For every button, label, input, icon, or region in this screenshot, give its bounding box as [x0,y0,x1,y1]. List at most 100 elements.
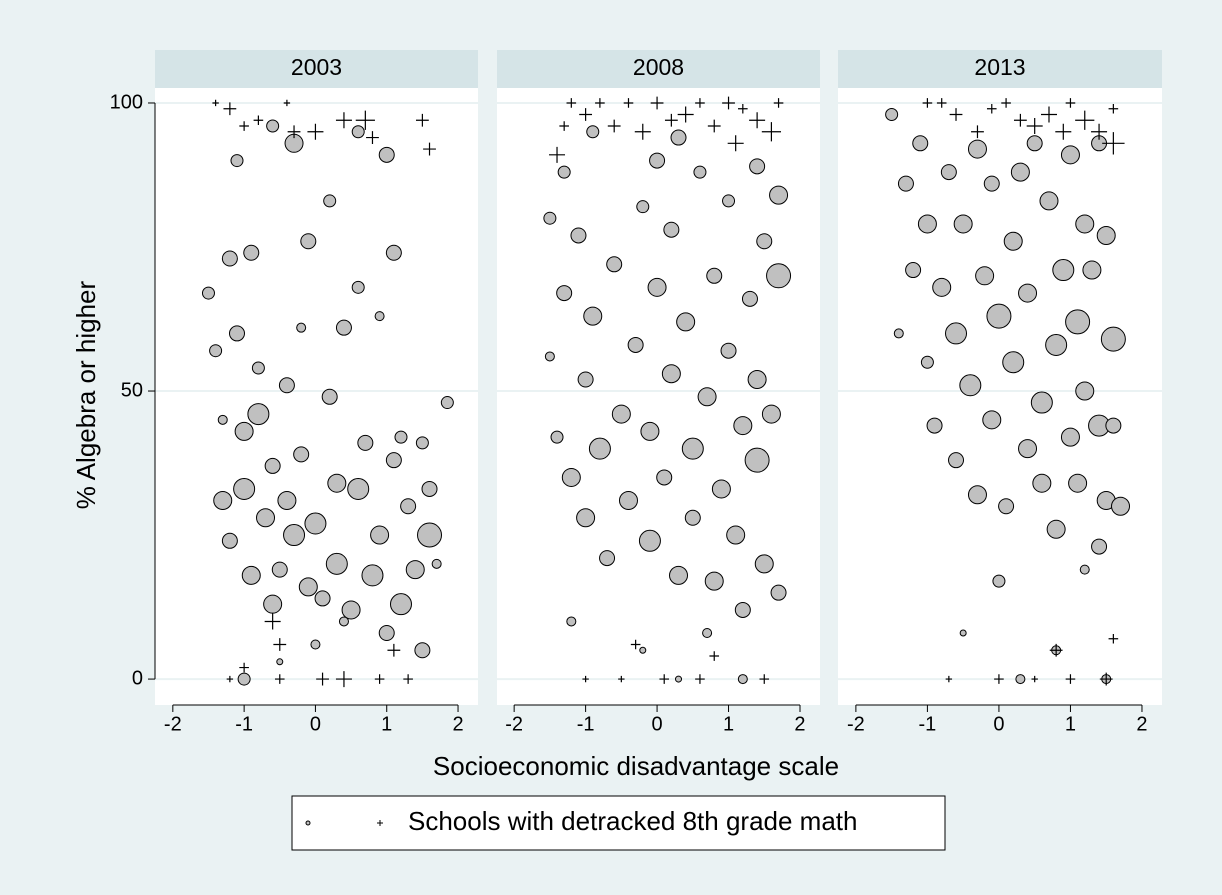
circle-point [217,414,228,425]
circle-point [209,344,223,358]
circle-point [959,629,967,637]
y-axis-title: % Algebra or higher [71,280,101,509]
circle-point [940,164,957,181]
x-tick-label: 2 [794,713,805,735]
circle-point [385,244,402,261]
circle-point [702,627,713,638]
circle-point [378,146,395,163]
circle-point [1015,674,1026,685]
circle-point [618,490,638,510]
plus-point [1075,110,1095,130]
plus-point [253,115,264,126]
x-tick-label: -1 [577,713,595,735]
strip [155,50,478,88]
circle-point [327,473,347,493]
plus-point [922,98,933,108]
x-tick-label: 1 [381,713,392,735]
circle-point [1030,391,1053,414]
circle-point [213,490,233,510]
circle-point [304,512,327,535]
circle-point [583,306,603,326]
circle-point [300,233,317,250]
circle-point [221,250,238,267]
circle-point [675,675,683,683]
circle-point [684,509,701,526]
circle-point [233,477,256,500]
plus-point [579,108,593,121]
circle-point [747,370,767,390]
circle-point [1079,564,1090,575]
circle-point [201,286,215,300]
legend-symbol [305,820,311,826]
circle-point [325,552,348,575]
circle-point [1100,326,1126,352]
plus-point [223,102,237,116]
plus-point [212,99,219,107]
circle-point [543,211,557,225]
circle-point [905,262,922,279]
plus-point [226,675,234,683]
plus-point [549,146,566,163]
plus-point [582,675,589,683]
circle-point [756,233,773,250]
circle-point [998,498,1015,515]
plus-point [1091,123,1108,140]
circle-point [932,277,952,297]
circle-point [766,263,792,289]
circle-point [638,529,661,552]
circle-point [1068,473,1088,493]
circle-point [744,447,770,473]
circle-point [734,601,751,618]
plus-point [1031,675,1038,683]
x-tick-label: 1 [723,713,734,735]
plus-point [707,119,721,133]
circle-point [417,522,443,548]
circle-point [1010,162,1030,182]
plus-point [264,613,281,630]
plus-point [274,674,285,684]
circle-point [586,125,600,139]
circle-point [1026,135,1043,152]
circle-point [720,342,737,359]
strip [497,50,820,88]
circle-point [266,119,280,133]
circle-point [959,374,982,397]
circle-point [711,479,731,499]
circle-point [885,108,899,122]
circle-point [347,477,370,500]
circle-point [967,139,987,159]
circle-point [1018,283,1038,303]
x-axis-title: Socioeconomic disadvantage scale [433,751,839,781]
circle-point [566,616,577,627]
circle-point [606,256,623,273]
circle-point [237,672,251,686]
circle-point [893,328,904,339]
plus-point [709,651,720,661]
circle-point [1018,439,1038,459]
circle-point [693,165,707,179]
circle-point [263,594,283,614]
circle-point [256,508,276,528]
circle-point [247,403,270,426]
circle-point [341,600,361,620]
circle-point [335,319,352,336]
circle-point [283,524,306,547]
circle-point [1111,496,1131,516]
circle-point [570,227,587,244]
circle-point [221,532,238,549]
circle-point [676,312,696,332]
plus-point [1099,672,1113,686]
plus-point [994,674,1004,684]
circle-point [897,175,914,192]
circle-point [706,267,723,284]
circle-point [1003,231,1023,251]
plus-point [722,96,735,110]
circle-point [440,396,454,410]
plus-point [1065,98,1076,108]
circle-point [670,129,687,146]
plus-point [595,98,605,108]
circle-point [1075,214,1095,234]
circle-point [649,152,666,169]
plus-point [273,638,287,651]
